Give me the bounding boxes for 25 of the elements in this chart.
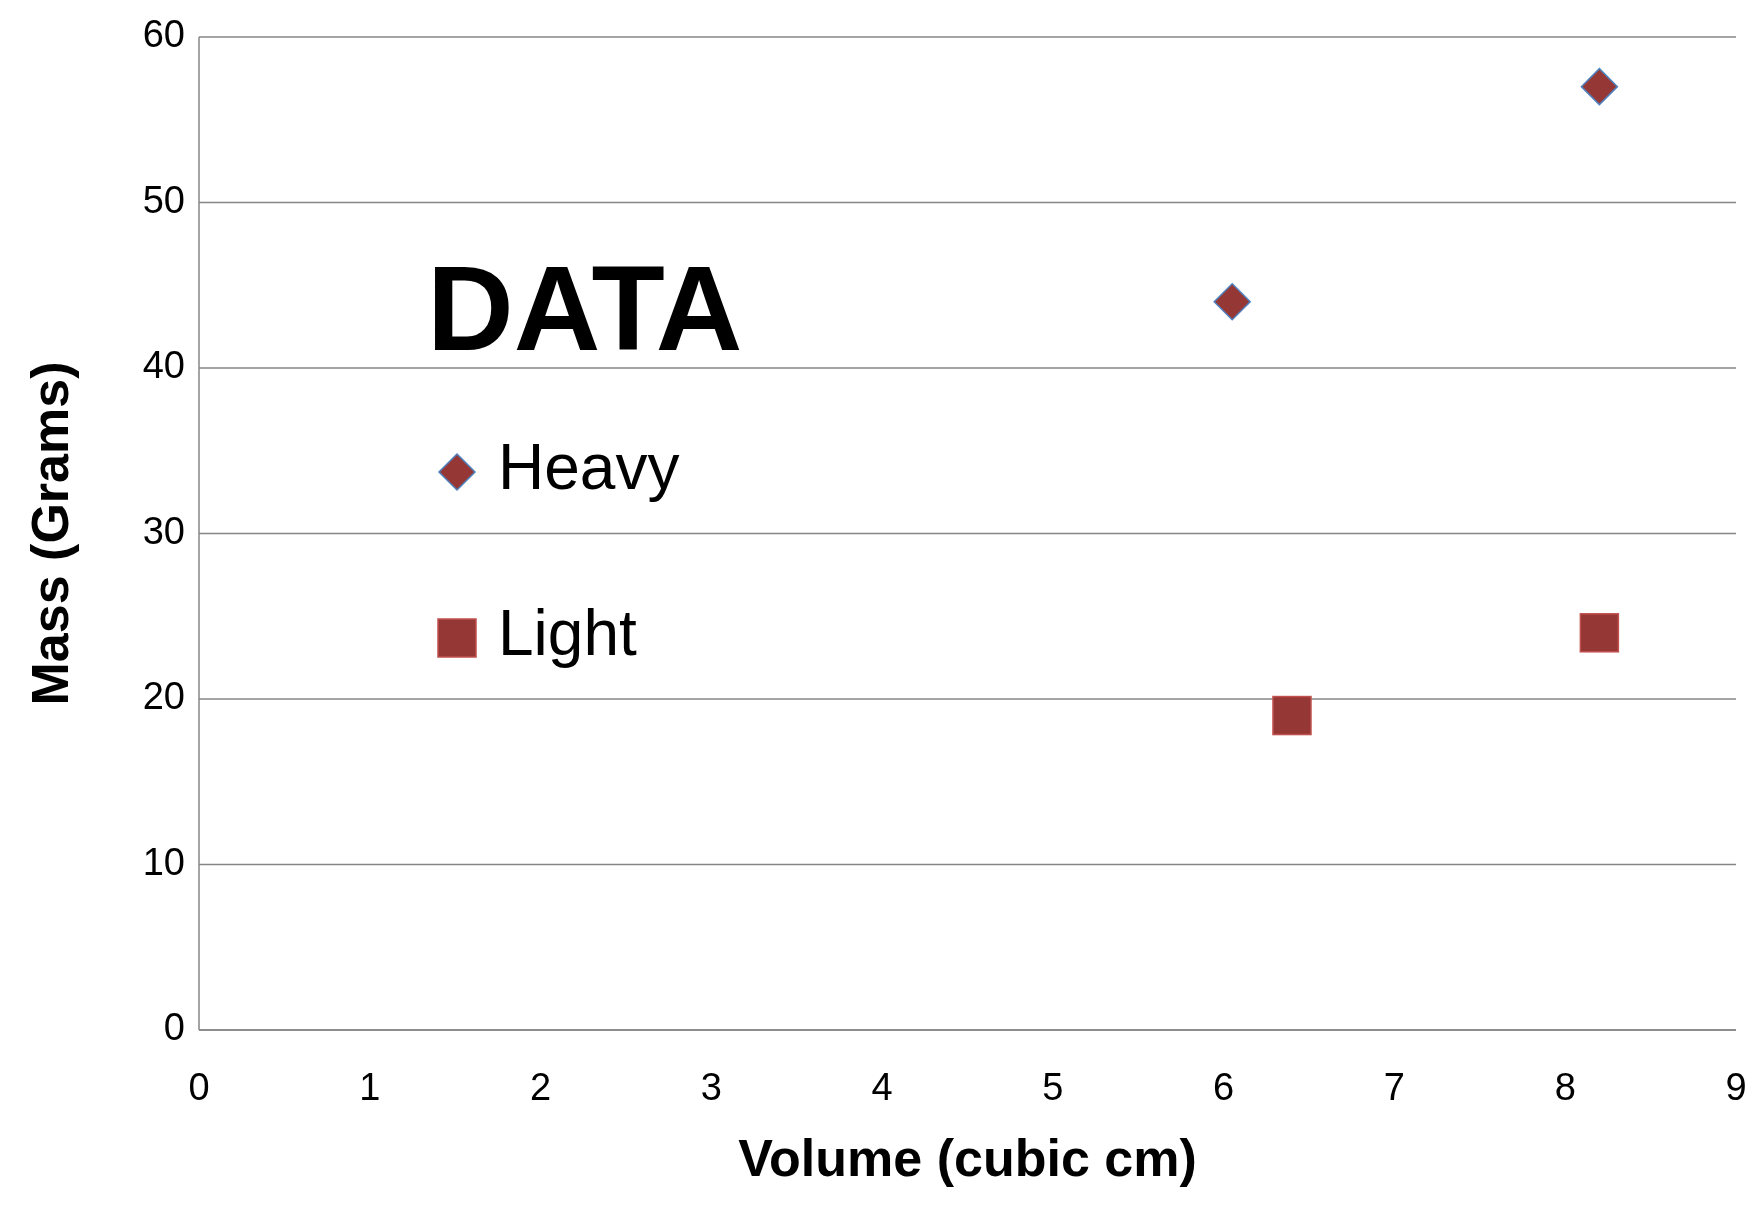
y-tick-label: 20 <box>142 675 185 718</box>
x-tick-label: 6 <box>1213 1066 1235 1108</box>
x-tick-label: 5 <box>1042 1066 1064 1108</box>
point <box>1272 695 1312 736</box>
x-axis-title: Volume (cubic cm) <box>738 1129 1197 1187</box>
y-axis-title: Mass (Grams) <box>21 361 79 706</box>
point <box>1580 67 1619 106</box>
y-tick-label: 40 <box>142 344 185 387</box>
y-tick-label: 60 <box>142 13 185 56</box>
x-tick-label: 9 <box>1725 1066 1747 1108</box>
x-tick-label: 3 <box>700 1066 722 1108</box>
point <box>1579 613 1620 653</box>
x-tick-label: 4 <box>871 1066 893 1108</box>
legend-label: Light <box>498 596 637 669</box>
legend-label: Heavy <box>498 430 680 503</box>
y-tick-label: 50 <box>142 178 185 221</box>
point <box>1213 283 1251 321</box>
x-tick-label: 1 <box>359 1066 381 1108</box>
y-tick-label: 30 <box>142 509 185 552</box>
text: DATA <box>427 241 743 375</box>
x-tick-label: 7 <box>1383 1066 1406 1108</box>
x-tick-label: 2 <box>529 1066 552 1108</box>
y-tick-label: 0 <box>163 1006 185 1049</box>
y-tick-label: 10 <box>142 840 185 883</box>
x-tick-label: 8 <box>1554 1066 1576 1108</box>
